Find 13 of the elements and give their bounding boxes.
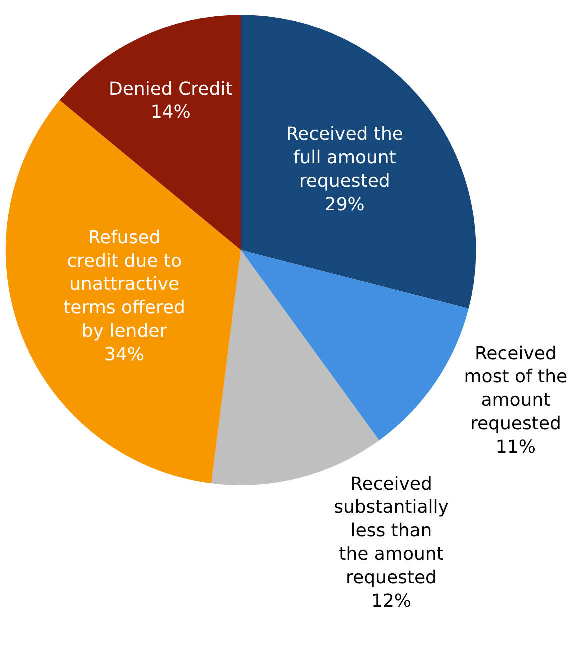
slice-label: Received most of the amount requested <box>464 343 568 434</box>
data-label: 14% <box>150 102 191 124</box>
pie-slice <box>60 15 242 250</box>
pie-slice <box>6 100 242 484</box>
data-label: 12% <box>371 590 412 612</box>
slice-label: Refused credit due to unattractive terms offered by lender <box>64 227 186 342</box>
data-label: 11% <box>496 436 536 458</box>
slice-label: Received the full amount requested <box>286 124 404 192</box>
slice-label: Denied Credit <box>108 78 233 100</box>
pie-slice <box>241 15 476 309</box>
slice-label: Received substantially less than the amount requested <box>334 474 450 588</box>
data-label: 29% <box>324 194 365 216</box>
data-label: 34% <box>104 344 145 366</box>
